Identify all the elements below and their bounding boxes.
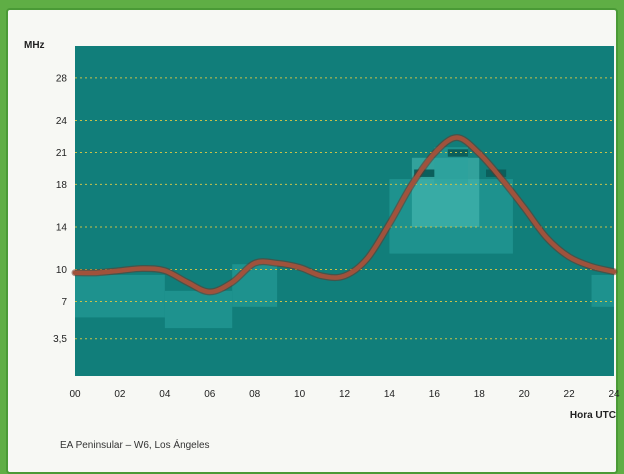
x-tick-label: 18 xyxy=(474,389,486,400)
y-axis-label: MHz xyxy=(24,40,45,51)
y-tick-label: 28 xyxy=(56,73,68,84)
chart-caption: EA Peninsular – W6, Los Ángeles xyxy=(60,440,210,451)
x-tick-label: 02 xyxy=(114,389,126,400)
muf-point xyxy=(365,257,369,261)
muf-point xyxy=(342,274,347,278)
y-tick-label: 3,5 xyxy=(53,334,67,345)
muf-point xyxy=(589,264,594,268)
x-tick-label: 16 xyxy=(429,389,441,400)
muf-point xyxy=(522,206,526,210)
muf-point xyxy=(140,266,144,271)
y-tick-label: 24 xyxy=(56,116,68,127)
band-marker-2 xyxy=(447,149,469,157)
muf-point xyxy=(230,280,234,284)
muf-point xyxy=(118,269,122,273)
muf-point xyxy=(95,271,100,275)
y-tick-label: 18 xyxy=(56,180,68,191)
propagation-band-0 xyxy=(75,274,165,318)
x-tick-label: 20 xyxy=(519,389,531,400)
muf-point xyxy=(387,222,392,226)
y-tick-label: 7 xyxy=(61,297,67,308)
x-tick-label: 08 xyxy=(249,389,261,400)
muf-point xyxy=(275,261,279,265)
x-tick-label: 04 xyxy=(159,389,171,400)
x-tick-label: 12 xyxy=(339,389,351,400)
muf-point xyxy=(567,255,571,259)
muf-point xyxy=(253,261,257,265)
muf-point xyxy=(208,290,212,294)
muf-point xyxy=(163,269,167,273)
plot-area xyxy=(75,46,614,376)
propagation-band-2 xyxy=(232,264,278,307)
muf-point xyxy=(320,274,324,278)
y-tick-label: 14 xyxy=(56,222,68,233)
x-tick-label: 06 xyxy=(204,389,216,400)
muf-point xyxy=(410,182,414,186)
x-tick-label: 00 xyxy=(69,389,81,400)
muf-point xyxy=(297,265,302,270)
x-tick-label: 24 xyxy=(608,389,620,400)
propagation-band-1 xyxy=(164,290,233,329)
muf-point xyxy=(500,177,504,181)
muf-point xyxy=(545,236,549,240)
x-axis-label: Hora UTC xyxy=(570,410,616,421)
y-tick-label: 21 xyxy=(56,148,68,159)
muf-point xyxy=(612,270,616,274)
x-tick-label: 14 xyxy=(384,389,396,400)
muf-point xyxy=(477,151,481,156)
x-tick-label: 10 xyxy=(294,389,306,400)
muf-point xyxy=(73,271,77,275)
x-tick-label: 22 xyxy=(564,389,576,400)
muf-point xyxy=(185,280,189,284)
y-tick-label: 10 xyxy=(56,265,68,276)
muf-point xyxy=(455,135,459,140)
band-marker-0 xyxy=(414,169,435,177)
propagation-band-6 xyxy=(591,274,614,307)
muf-point xyxy=(432,151,436,156)
